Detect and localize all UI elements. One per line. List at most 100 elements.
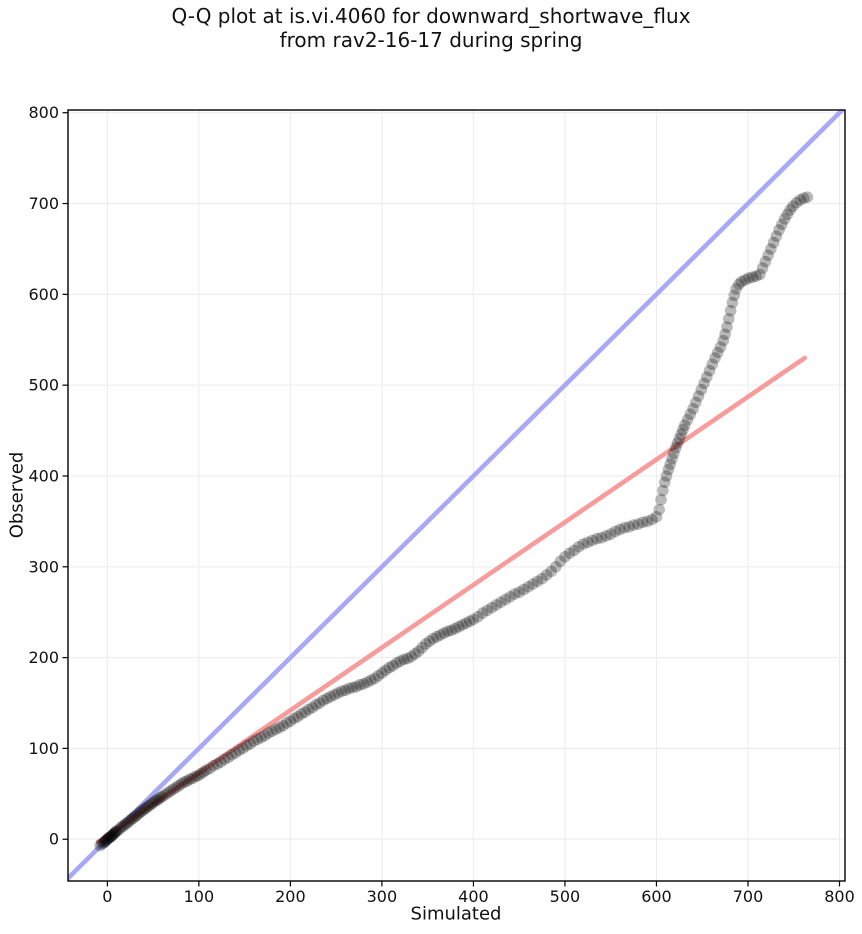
scatter-point [156, 790, 169, 803]
scatter-point [251, 733, 264, 746]
scatter-point [110, 825, 123, 837]
x-tick-label: 800 [824, 887, 855, 906]
y-tick-label: 400 [28, 466, 59, 485]
scatter-point [280, 717, 293, 729]
scatter-point [343, 682, 355, 695]
scatter-point [522, 580, 535, 593]
plot-spines [67, 109, 846, 882]
scatter-point [445, 624, 458, 637]
scatter-point [472, 610, 484, 623]
scatter-point [154, 791, 167, 804]
scatter-point [695, 383, 708, 396]
scatter-point [636, 516, 649, 529]
x-tick-label: 100 [184, 887, 215, 906]
scatter-point [794, 194, 806, 206]
scatter-point [662, 463, 675, 476]
scatter-point [104, 831, 116, 844]
scatter-point [423, 635, 436, 648]
x-tick-label: 200 [275, 887, 306, 906]
scatter-point [577, 538, 590, 550]
scatter-point [416, 641, 428, 654]
scatter-point [730, 283, 742, 295]
scatter-point [646, 513, 658, 526]
scatter-point [456, 619, 469, 631]
scatter-point [527, 578, 539, 590]
scatter-point [721, 321, 733, 333]
scatter-point [299, 706, 311, 718]
scatter-point [178, 776, 191, 788]
scatter-point [211, 758, 223, 770]
scatter-point [627, 519, 640, 531]
scatter-point [677, 423, 689, 436]
scatter-point [618, 521, 631, 534]
scatter-point [681, 413, 694, 426]
scatter-point [724, 304, 737, 317]
x-tick-label: 700 [733, 887, 764, 906]
scatter-point [105, 830, 117, 843]
scatter-point [127, 812, 139, 825]
scatter-point [222, 751, 234, 764]
scatter-point [641, 515, 654, 528]
y-tick-label: 600 [28, 285, 59, 304]
scatter-point [401, 652, 414, 665]
scatter-point [277, 719, 289, 732]
scatter-point [746, 271, 759, 283]
scatter-point [204, 762, 216, 775]
chart-title-line2: from rav2-16-17 during spring [279, 27, 583, 52]
scatter-point [255, 731, 267, 744]
scatter-point [743, 272, 755, 284]
scatter-point [787, 200, 799, 213]
scatter-point [145, 798, 158, 810]
scatter-point [189, 770, 202, 783]
scatter-point [152, 793, 165, 806]
scatter-point [306, 701, 319, 714]
y-tick-label: 200 [28, 648, 59, 667]
scatter-point [114, 822, 126, 835]
scatter-point [94, 839, 106, 852]
scatter-point [107, 828, 119, 841]
scatter-point [149, 795, 161, 807]
scatter-point [103, 831, 115, 844]
scatter-point [467, 613, 480, 626]
scatter-point [125, 813, 137, 826]
scatter-point [673, 432, 686, 445]
scatter-point [591, 532, 603, 545]
scatter-point [692, 390, 705, 402]
scatter-point [773, 224, 785, 236]
scatter-point [739, 274, 752, 286]
scatter-point [431, 630, 443, 643]
scatter-point [181, 775, 193, 787]
scatter-point [328, 689, 341, 701]
scatter-point [714, 341, 727, 353]
scatter-point [288, 712, 300, 725]
scatter-point [141, 800, 154, 813]
scatter-point [412, 645, 425, 658]
scatter-point [595, 531, 608, 544]
scatter-point [237, 742, 249, 755]
scatter-point [194, 768, 207, 780]
scatter-point [711, 346, 724, 359]
scatter-point [175, 778, 188, 790]
scatter-point [582, 536, 594, 549]
scatter-point [161, 787, 174, 799]
scatter-point [97, 837, 110, 849]
scatter-point [240, 739, 253, 752]
scatter-point [368, 672, 381, 685]
scatter-point [324, 690, 337, 703]
y-tick-label: 800 [28, 103, 59, 122]
y-tick-label: 500 [28, 376, 59, 395]
scatter-point [666, 452, 678, 465]
x-tick-label: 600 [641, 887, 672, 906]
scatter-point [770, 230, 783, 243]
scatter-point [657, 484, 669, 497]
scatter-point [229, 747, 242, 759]
scatter-point [139, 802, 152, 815]
scatter-point [96, 837, 108, 850]
y-tick-label: 100 [28, 739, 59, 758]
scatter-point [269, 723, 282, 736]
scatter-point [136, 805, 148, 817]
scatter-point [717, 334, 730, 347]
x-tick-label: 0 [102, 887, 112, 906]
scatter-point [554, 555, 567, 568]
